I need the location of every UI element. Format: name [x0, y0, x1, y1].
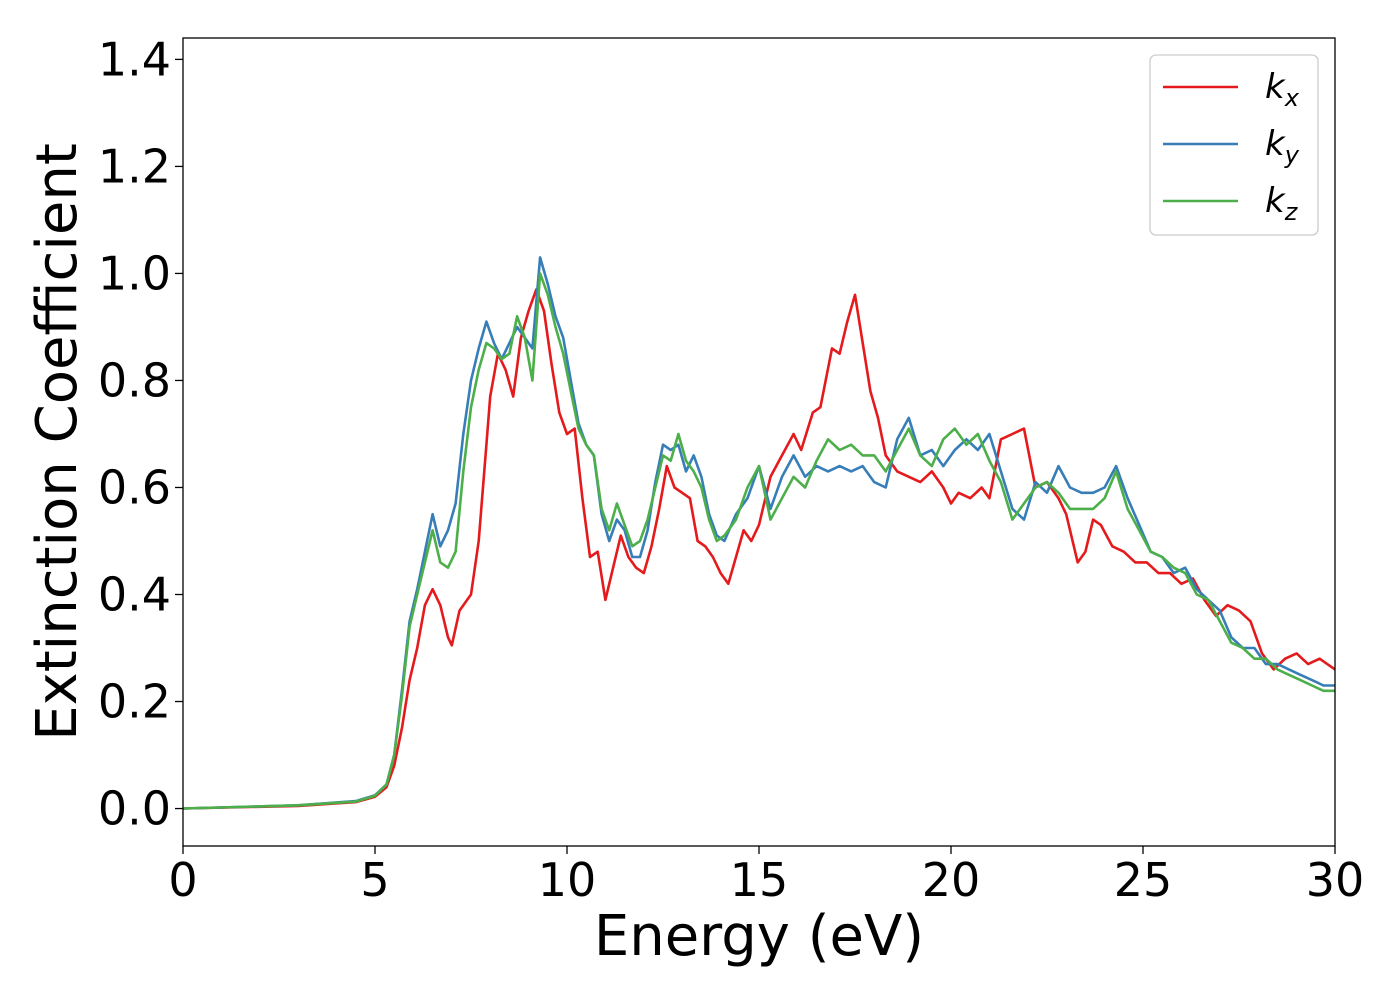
y-tick-label: 0.4: [98, 568, 171, 622]
x-axis: 0 5 10 15 20 25 30: [168, 846, 1364, 907]
x-tick-label: 5: [360, 853, 389, 907]
x-tick-label: 15: [730, 853, 789, 907]
x-tick-label: 30: [1306, 853, 1365, 907]
x-axis-title: Energy (eV): [594, 904, 924, 969]
y-tick-label: 0.2: [98, 675, 171, 729]
y-tick-label: 0.0: [98, 782, 171, 836]
y-tick-label: 1.2: [98, 139, 171, 193]
x-tick-label: 0: [168, 853, 197, 907]
y-axis-title: Extinction Coefficient: [25, 143, 90, 741]
series-line-x: [183, 288, 1335, 810]
legend-label-y: ky: [1265, 124, 1300, 169]
y-tick-label: 1.0: [98, 246, 171, 300]
y-tick-label: 1.4: [98, 32, 171, 86]
legend: kx ky kz: [1149, 54, 1319, 236]
legend-label-x: kx: [1265, 67, 1300, 112]
y-tick-label: 0.8: [98, 353, 171, 407]
legend-label-z: kz: [1265, 181, 1299, 226]
x-tick-label: 25: [1114, 853, 1173, 907]
series-line-z: [183, 272, 1335, 810]
series-line-y: [183, 256, 1335, 810]
x-tick-label: 10: [538, 853, 597, 907]
x-tick-label: 20: [922, 853, 981, 907]
series-layer: [183, 256, 1335, 810]
y-axis: 0.0 0.2 0.4 0.6 0.8 1.0 1.2 1.4: [98, 32, 183, 836]
y-tick-label: 0.6: [98, 460, 171, 514]
